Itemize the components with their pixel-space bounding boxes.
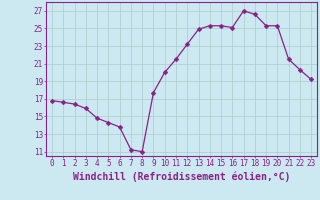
X-axis label: Windchill (Refroidissement éolien,°C): Windchill (Refroidissement éolien,°C) [73, 171, 290, 182]
